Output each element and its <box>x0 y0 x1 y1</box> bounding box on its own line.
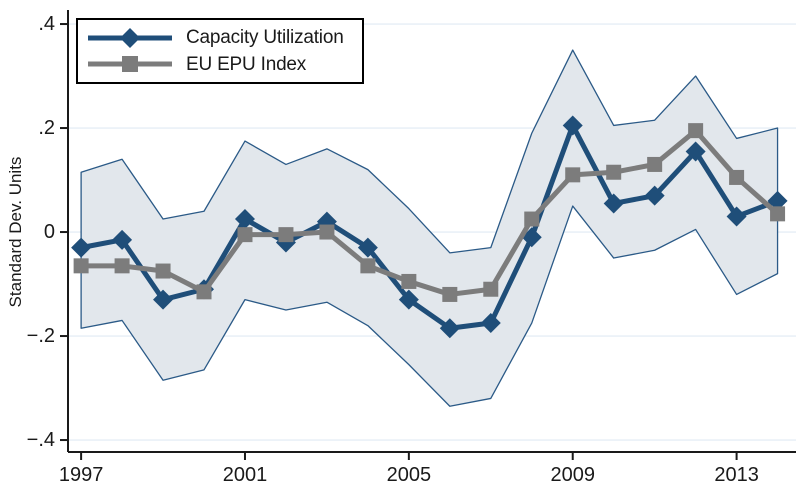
data-point-diamond <box>685 141 706 162</box>
data-point-square <box>278 227 294 243</box>
data-point-square <box>360 258 376 274</box>
eu-epu-index-line-marker-icon <box>88 56 172 73</box>
data-point-diamond <box>112 229 133 250</box>
x-tick-labels: 1997 2001 2005 2009 2013 <box>59 452 759 486</box>
axes <box>67 10 796 453</box>
x-tick-label: 2013 <box>714 464 759 486</box>
legend-label-eu-epu-index: EU EPU Index <box>186 53 307 75</box>
y-axis-title: Standard Dev. Units <box>6 156 25 308</box>
data-point-diamond <box>398 289 419 310</box>
x-tick-label: 2005 <box>387 464 432 486</box>
data-point-diamond <box>480 313 501 334</box>
legend-item-eu-epu-index: EU EPU Index <box>86 53 354 75</box>
data-point-diamond <box>767 190 788 211</box>
legend-label-capacity-utilization: Capacity Utilization <box>186 27 344 49</box>
data-point-diamond <box>153 289 174 310</box>
x-tick-label: 2009 <box>550 464 595 486</box>
y-tick-label: −.2 <box>27 325 55 347</box>
y-tick-labels: .4 .2 0 −.2 −.4 <box>27 13 68 451</box>
data-point-square <box>196 284 212 300</box>
data-point-diamond <box>603 193 624 214</box>
y-tick-label: .2 <box>38 117 55 139</box>
data-point-square <box>114 258 130 274</box>
data-point-square <box>319 224 335 240</box>
y-tick-label: .4 <box>38 13 55 35</box>
y-tick-label: −.4 <box>27 429 55 451</box>
data-point-square <box>442 286 458 302</box>
data-point-square <box>565 167 581 183</box>
data-point-square <box>155 263 171 279</box>
legend-item-capacity-utilization: Capacity Utilization <box>86 27 354 49</box>
data-point-square <box>770 206 786 222</box>
data-point-square <box>73 258 89 274</box>
data-point-diamond <box>644 185 665 206</box>
data-point-diamond <box>439 318 460 339</box>
data-point-diamond <box>562 115 583 136</box>
series-eu-epu-index <box>73 123 786 302</box>
data-point-diamond <box>234 209 255 230</box>
x-tick-label: 2001 <box>223 464 268 486</box>
legend: Capacity Utilization EU EPU Index <box>76 18 364 84</box>
data-point-square <box>647 156 663 172</box>
data-point-square <box>688 123 704 139</box>
y-tick-label: 0 <box>44 221 55 243</box>
data-point-square <box>606 164 622 180</box>
x-tick-label: 1997 <box>59 464 104 486</box>
data-point-diamond <box>357 237 378 258</box>
data-point-square <box>729 169 745 185</box>
data-point-diamond <box>726 206 747 227</box>
confidence-band <box>80 49 779 407</box>
data-point-square <box>401 273 417 289</box>
data-point-square <box>483 281 499 297</box>
capacity-utilization-line-marker-icon <box>88 27 172 48</box>
data-point-square <box>237 227 253 243</box>
data-point-square <box>524 211 540 227</box>
data-point-diamond <box>71 237 92 258</box>
